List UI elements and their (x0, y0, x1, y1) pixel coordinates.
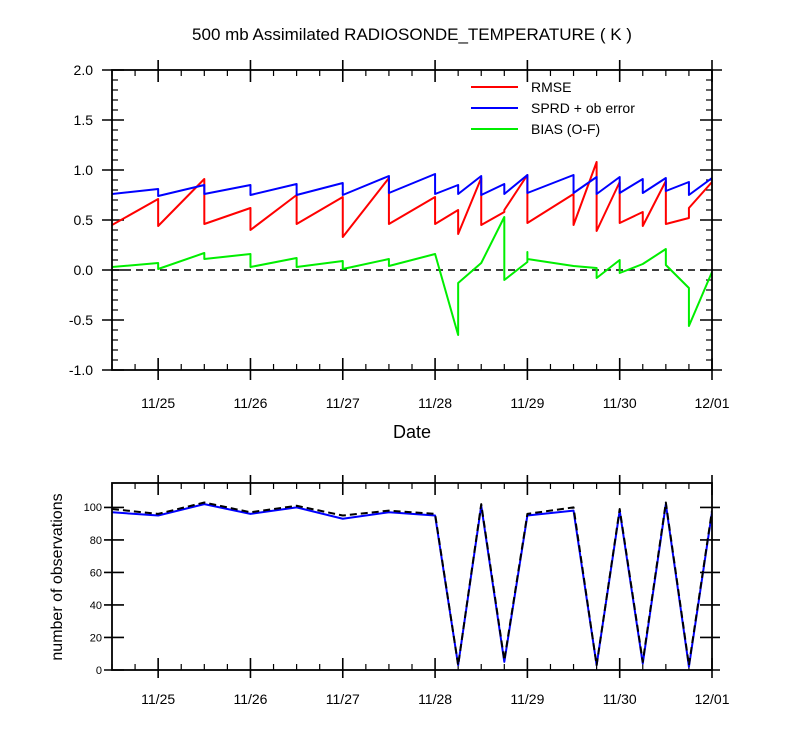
x-tick-label: 11/25 (141, 395, 175, 411)
y-tick-label: 100 (84, 502, 102, 514)
plot-frame (111, 482, 713, 671)
x-tick-label: 11/30 (603, 395, 637, 411)
observations-y-axis-label: number of observations (49, 493, 66, 660)
plot-frame (111, 69, 713, 371)
y-tick-label: 40 (90, 600, 102, 612)
x-tick-label: 11/28 (418, 395, 452, 411)
x-axis-label: Date (393, 422, 431, 442)
top-plot: 11/25 11/26 11/27 11/28 11/29 11/30 12/01 -1.0 -… (69, 60, 730, 411)
x-tick-label: 11/26 (233, 691, 267, 707)
legend-label-sprd-ob-error: SPRD + ob error (531, 100, 635, 116)
series-line-rmse (112, 161, 712, 238)
x-tick-label: 11/26 (233, 395, 267, 411)
bottom-plot: 11/25 11/26 11/27 11/28 11/29 11/30 12/01 0 20 40… (84, 475, 730, 707)
y-tick-label: 20 (90, 632, 102, 644)
x-tick-label: 11/30 (603, 691, 637, 707)
y-tick-label: -1.0 (69, 362, 93, 378)
x-tick-label: 11/29 (510, 691, 544, 707)
chart-title: 500 mb Assimilated RADIOSONDE_TEMPERATUR… (192, 25, 632, 44)
series-line-obs-possible (112, 501, 712, 667)
x-tick-label: 11/27 (326, 395, 360, 411)
y-tick-label: 0.5 (74, 212, 94, 228)
y-tick-label: -0.5 (69, 312, 93, 328)
y-tick-label: 1.0 (74, 162, 94, 178)
y-tick-label: 80 (90, 535, 102, 547)
legend-label-rmse: RMSE (531, 79, 571, 95)
x-tick-label: 11/29 (510, 395, 544, 411)
y-tick-label: 0 (96, 665, 102, 677)
x-tick-label: 11/25 (141, 691, 175, 707)
y-tick-label: 1.5 (74, 112, 94, 128)
series-line-sprd-ob-error (112, 173, 712, 197)
x-tick-label: 11/27 (326, 691, 360, 707)
x-tick-label: 12/01 (694, 691, 729, 707)
y-tick-label: 60 (90, 567, 102, 579)
x-tick-label: 11/28 (418, 691, 452, 707)
y-tick-label: 2.0 (74, 62, 94, 78)
x-tick-label: 12/01 (694, 395, 729, 411)
y-tick-label: 0.0 (74, 262, 94, 278)
series-line-bias-o-f (112, 216, 712, 336)
legend-label-bias-o-f: BIAS (O-F) (531, 121, 600, 137)
